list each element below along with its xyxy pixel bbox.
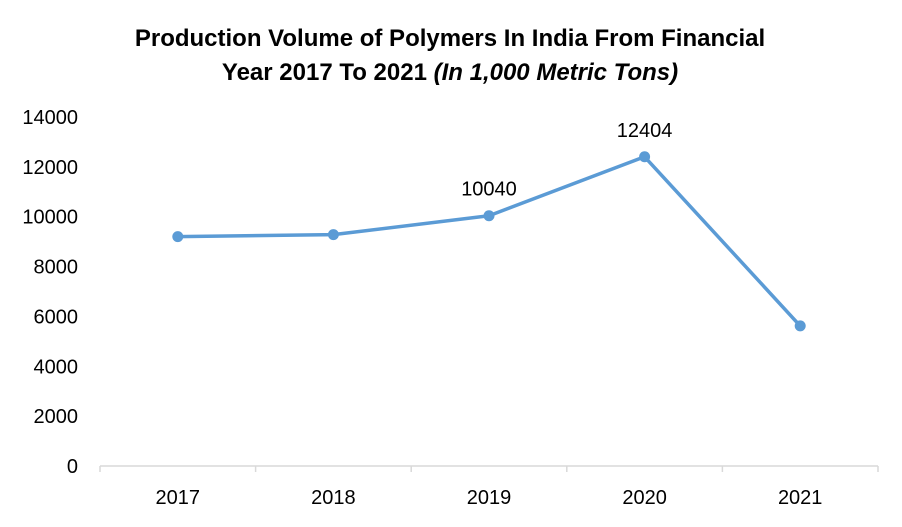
- data-point: [327, 229, 339, 241]
- data-labels-group: 10040 12404: [461, 120, 672, 201]
- y-tick-label: 8000: [34, 257, 79, 279]
- data-point: [483, 210, 495, 222]
- x-tick-label: 2021: [778, 487, 823, 509]
- y-tick-label: 12000: [22, 157, 78, 179]
- chart-title-line-1: Production Volume of Polymers In India F…: [135, 25, 765, 52]
- y-tick-label: 14000: [22, 107, 78, 129]
- data-label: 12404: [617, 120, 673, 142]
- data-label: 10040: [461, 179, 517, 201]
- y-tick-label: 0: [67, 456, 78, 478]
- y-tick-label: 10000: [22, 207, 78, 229]
- data-point: [639, 151, 651, 163]
- chart-title-line-2: Year 2017 To 2021 (In 1,000 Metric Tons): [222, 59, 678, 86]
- chart-title-unit: (In 1,000 Metric Tons): [434, 59, 679, 86]
- y-tick-label: 2000: [34, 406, 79, 428]
- data-point: [172, 231, 184, 243]
- x-tick-label: 2018: [311, 487, 356, 509]
- data-point: [794, 320, 806, 332]
- x-tick-label: 2020: [622, 487, 667, 509]
- x-tick-label: 2017: [156, 487, 201, 509]
- y-tick-label: 4000: [34, 356, 79, 378]
- series-group: [172, 151, 806, 332]
- x-tick-label: 2019: [467, 487, 512, 509]
- y-tick-label: 6000: [34, 306, 79, 328]
- axes-group: 0 2000 4000 6000 8000 10000 12000 14000 2017 2018…: [22, 107, 879, 509]
- chart-title-line-2-main: Year 2017 To 2021: [222, 59, 434, 86]
